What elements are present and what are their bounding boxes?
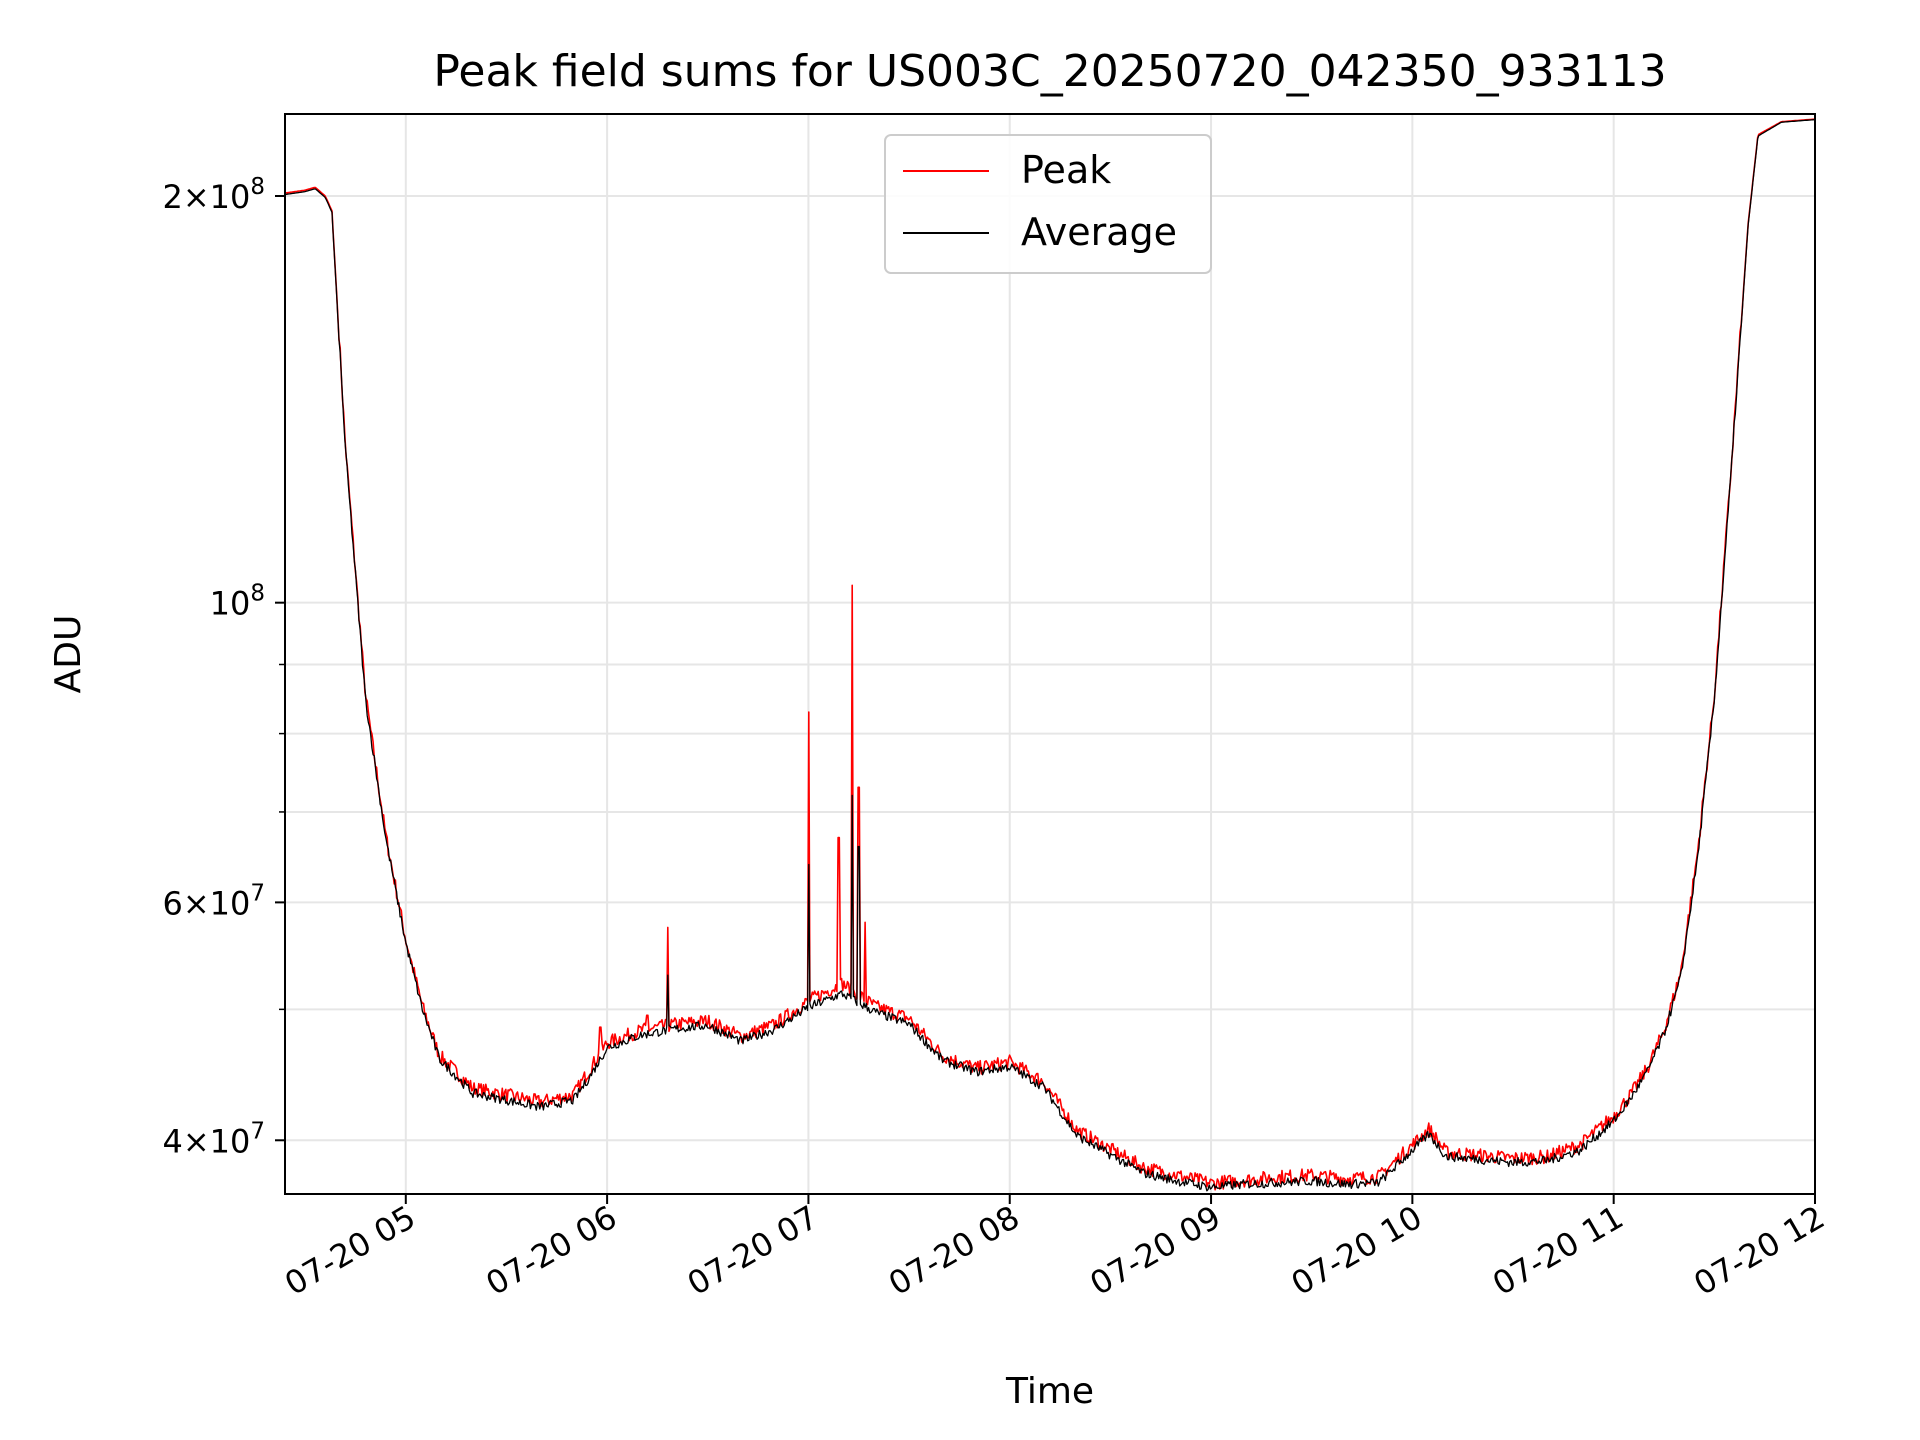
series-line-peak bbox=[284, 118, 1815, 1191]
y-axis-label: ADU bbox=[48, 615, 89, 694]
x-tick-label: 07-20 11 bbox=[1486, 1198, 1630, 1303]
x-tick-label: 07-20 12 bbox=[1687, 1198, 1831, 1303]
y-tick-label: 108 bbox=[210, 581, 265, 623]
x-tick-label: 07-20 06 bbox=[480, 1198, 624, 1303]
x-axis-label: Time bbox=[1005, 1371, 1094, 1412]
x-tick-label: 07-20 05 bbox=[278, 1198, 422, 1303]
x-tick-label: 07-20 08 bbox=[882, 1198, 1026, 1303]
legend-box bbox=[884, 134, 1212, 274]
legend-label-peak: Peak bbox=[1021, 148, 1111, 192]
chart-title: Peak field sums for US003C_20250720_0423… bbox=[433, 46, 1666, 97]
x-axis: 07-20 05 07-20 06 07-20 07 07-20 08 07-20 09… bbox=[278, 1194, 1831, 1303]
series-lines bbox=[284, 118, 1815, 1192]
plot-frame bbox=[284, 113, 1816, 1195]
x-tick-label: 07-20 09 bbox=[1083, 1198, 1227, 1303]
legend-label-average: Average bbox=[1021, 210, 1177, 254]
legend: Peak Average bbox=[884, 134, 1212, 274]
grid-lines bbox=[285, 114, 1816, 1194]
x-tick-label: 07-20 07 bbox=[681, 1198, 825, 1303]
y-axis: 4×107 6×107 108 2×108 bbox=[162, 174, 285, 1160]
series-line-average bbox=[284, 119, 1815, 1192]
y-tick-label: 2×108 bbox=[162, 174, 265, 216]
y-tick-label: 4×107 bbox=[162, 1118, 265, 1160]
y-tick-label: 6×107 bbox=[162, 880, 265, 922]
x-tick-label: 07-20 10 bbox=[1285, 1198, 1429, 1303]
